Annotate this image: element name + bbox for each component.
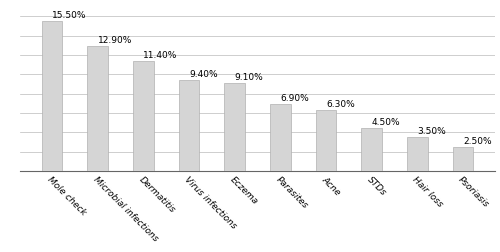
Bar [224, 84, 245, 171]
Bar [270, 105, 290, 171]
Text: 15.50%: 15.50% [52, 11, 86, 20]
Bar [178, 81, 199, 171]
Bar [88, 47, 108, 171]
Text: 9.40%: 9.40% [189, 70, 218, 79]
Text: 12.90%: 12.90% [98, 36, 132, 45]
Text: 11.40%: 11.40% [144, 51, 178, 59]
Bar [42, 22, 62, 171]
Text: 2.50%: 2.50% [463, 136, 492, 145]
Text: 4.50%: 4.50% [372, 117, 400, 126]
Bar [453, 147, 473, 171]
Text: 6.90%: 6.90% [280, 94, 309, 103]
Text: 9.10%: 9.10% [234, 73, 264, 82]
Bar [362, 128, 382, 171]
Text: 6.30%: 6.30% [326, 100, 355, 109]
Bar [316, 111, 336, 171]
Text: 3.50%: 3.50% [418, 127, 446, 136]
Bar [407, 138, 428, 171]
Bar [133, 61, 154, 171]
